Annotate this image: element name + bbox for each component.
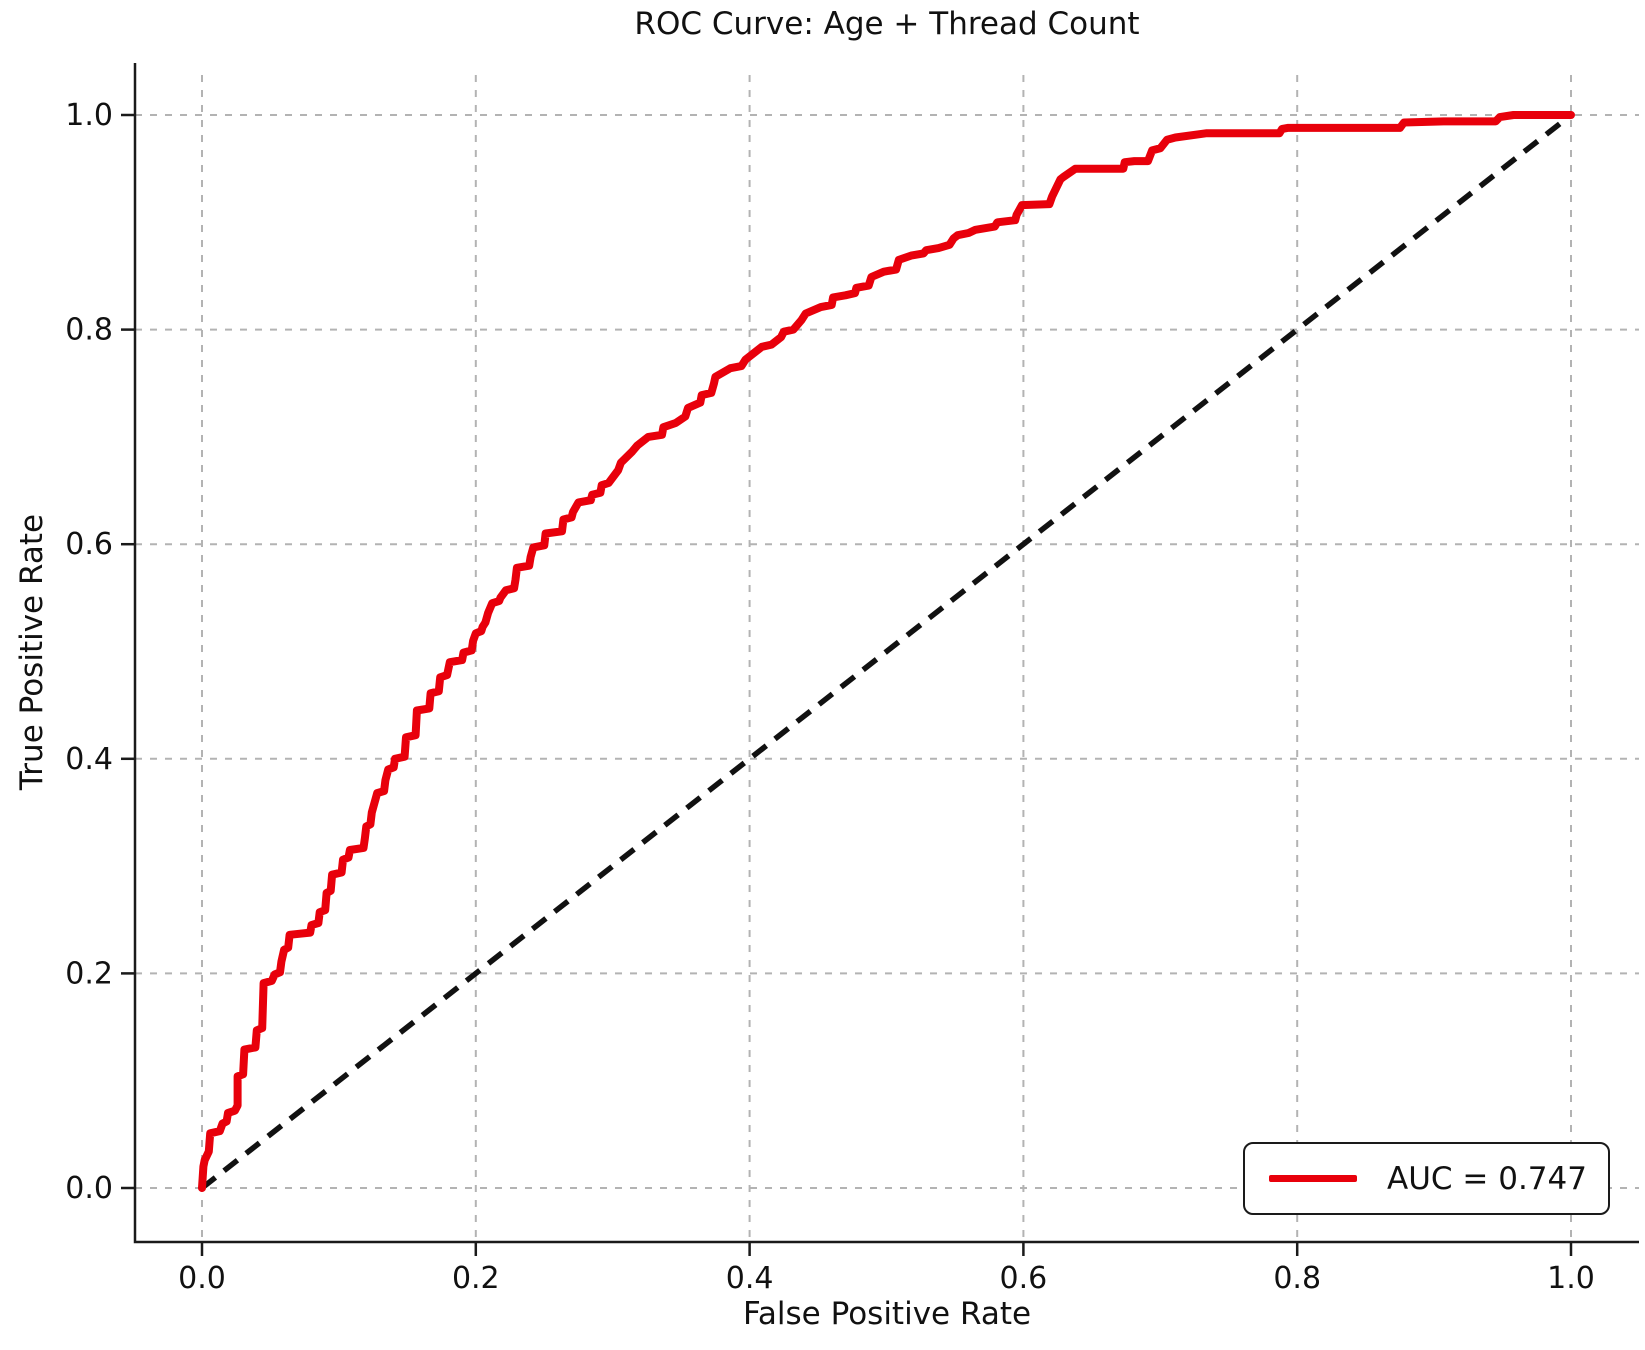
roc-curve-line [198,111,1575,1192]
legend-roc-line-sample [1269,1175,1357,1182]
chance-diagonal-line [200,112,1573,1191]
y-tick-label-0.4: 0.4 [65,742,113,777]
x-tick-label-1.0: 1.0 [1547,1261,1595,1296]
y-tick-label-0.6: 0.6 [65,527,113,562]
x-tick-label-0.6: 0.6 [1000,1261,1048,1296]
tick-layer: 0.0 0.2 0.4 0.6 0.8 1.0 0.0 0.2 0.4 0.6 0.8 1.0 [65,98,1595,1296]
legend-auc-label: AUC = 0.747 [1387,1160,1587,1197]
legend: AUC = 0.747 [1243,1142,1610,1215]
y-axis-label: True Positive Rate [14,513,50,791]
axes-spines [133,63,1639,1244]
x-tick-label-0.0: 0.0 [178,1261,226,1296]
y-tick-label-0.0: 0.0 [65,1171,113,1206]
grid-layer [135,75,1639,1242]
y-tick-label-0.8: 0.8 [65,313,113,348]
x-tick-label-0.8: 0.8 [1273,1261,1321,1296]
series-layer [198,111,1575,1192]
x-tick-label-0.4: 0.4 [726,1261,774,1296]
chart-title: ROC Curve: Age + Thread Count [634,6,1140,42]
y-tick-label-1.0: 1.0 [65,98,113,133]
axes-spine-left-bottom [133,63,1639,1244]
x-tick-label-0.2: 0.2 [452,1261,500,1296]
y-tick-label-0.2: 0.2 [65,956,113,991]
x-axis-label: False Positive Rate [742,1296,1032,1332]
